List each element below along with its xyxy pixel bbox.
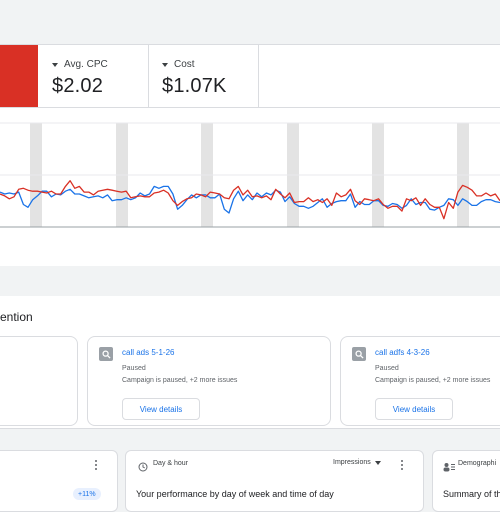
divider [0,107,500,108]
view-details-button[interactable]: View details [375,398,453,420]
section-gap [0,266,500,296]
campaign-issue: Campaign is paused, +2 more issues [375,377,491,384]
campaign-link[interactable]: call ads 5-1-26 [122,348,175,357]
overview-card: Avg. CPC $2.02 Cost $1.07K [0,44,500,268]
dropdown-icon [52,62,58,67]
chevron-down-icon [374,460,381,465]
performance-chart [0,122,500,228]
change-badge: +11% [73,488,101,500]
search-icon [352,347,366,361]
search-icon [99,347,113,361]
campaign-issue: Campaign is paused, +2 more issues [122,377,238,384]
metric-tab-selected[interactable] [0,45,38,107]
metric-value: $2.02 [52,75,104,97]
panel-title: Day & hour [153,460,189,467]
more-options-icon[interactable] [95,460,98,472]
recommendation-card[interactable]: call adfs 4-3-26 Paused Campaign is paus… [340,336,500,426]
demographics-icon [443,459,455,477]
more-options-icon[interactable] [401,460,404,472]
metric-cost[interactable]: Cost $1.07K [148,45,259,107]
dropdown-value: Impressions [333,459,371,466]
campaign-link[interactable]: call adfs 4-3-26 [375,348,430,357]
day-hour-panel: Day & hour Impressions Your performance … [125,450,424,512]
metric-value: $1.07K [162,75,227,97]
recommendation-card-partial[interactable] [0,336,78,426]
panel-title: Demographi [458,460,497,467]
metric-avg-cpc[interactable]: Avg. CPC $2.02 [38,45,149,107]
recommendations-section: ention call ads 5-1-26 Paused Campaign i… [0,296,500,429]
top-strip [0,0,500,44]
panel-heading: Your performance by day of week and time… [136,489,334,499]
dropdown-icon [162,62,168,67]
metric-label: Cost [174,59,195,70]
recommendation-card[interactable]: call ads 5-1-26 Paused Campaign is pause… [87,336,331,426]
metric-label: Avg. CPC [64,59,108,70]
view-details-button[interactable]: View details [122,398,200,420]
section-title: ention [0,310,33,324]
series-line [0,180,500,220]
clock-icon [138,459,148,477]
campaign-status: Paused [122,365,146,372]
series-line [0,185,500,214]
demographics-panel: Demographi Summary of th [432,450,500,512]
partial-panel: +11% [0,450,118,512]
campaign-status: Paused [375,365,399,372]
panel-heading: Summary of th [443,489,500,499]
bottom-panels: +11% Day & hour Impressions Your perform… [0,438,500,512]
metric-dropdown[interactable]: Impressions [333,459,381,466]
